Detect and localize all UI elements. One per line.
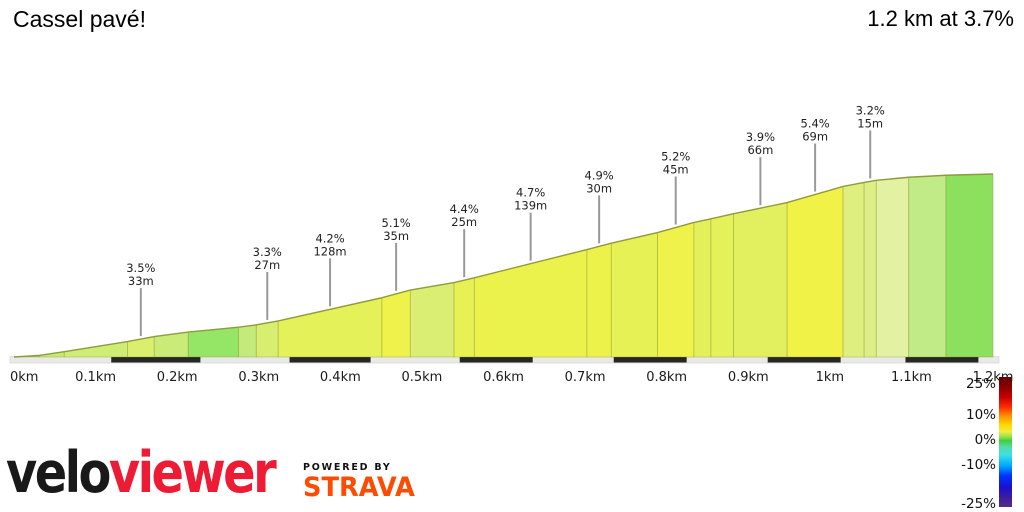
- powered-by-strava: POWERED BY STRAVA: [303, 462, 421, 501]
- profile-segment: [710, 213, 735, 358]
- profile-segment: [945, 173, 994, 358]
- profile-segment: [409, 282, 455, 358]
- veloviewer-logo-viewer: viewer: [108, 440, 277, 506]
- profile-segment: [63, 341, 128, 358]
- x-axis-tick-label: 0.2km: [157, 370, 198, 385]
- gradient-color-scale-bar: [999, 377, 1012, 507]
- profile-segment: [693, 218, 712, 358]
- x-axis-tick-label: 1.1km: [891, 370, 932, 385]
- segment-length-label: 25m: [451, 215, 477, 229]
- gradient-scale-label: -10%: [961, 457, 996, 473]
- segment-length-label: 15m: [857, 116, 883, 130]
- segment-length-label: 66m: [747, 143, 773, 157]
- profile-segment: [875, 176, 910, 358]
- x-axis-tick-label: 1km: [816, 370, 844, 385]
- gradient-scale-label: 0%: [974, 432, 996, 448]
- segment-length-label: 128m: [313, 244, 346, 258]
- x-axis-tick-label: 0.5km: [401, 370, 442, 385]
- pave-sector-bar: [111, 356, 201, 363]
- veloviewer-logo: veloviewer: [6, 440, 277, 506]
- climb-summary: 1.2 km at 3.7%: [867, 6, 1014, 31]
- profile-outline: [13, 173, 994, 358]
- profile-segment: [453, 277, 475, 358]
- segment-length-label: 27m: [254, 258, 280, 272]
- x-axis-tick-label: 0.6km: [483, 370, 524, 385]
- profile-segment: [733, 202, 788, 358]
- segment-length-label: 30m: [586, 181, 612, 195]
- pave-sector-bar: [767, 356, 841, 363]
- segment-length-label: 69m: [802, 130, 828, 144]
- x-axis-tick-label: 0.9km: [728, 370, 769, 385]
- x-axis-tick-label: 0.1km: [75, 370, 116, 385]
- gradient-scale-label: -25%: [961, 496, 996, 512]
- segment-gradient-label: 3.3%: [253, 245, 282, 259]
- segment-length-label: 45m: [663, 163, 689, 177]
- profile-segment: [863, 179, 877, 358]
- profile-segment: [786, 185, 844, 358]
- segment-gradient-label: 3.2%: [856, 103, 885, 117]
- profile-segment: [657, 221, 695, 358]
- x-axis-tick-label: 0.8km: [646, 370, 687, 385]
- profile-segment: [610, 232, 658, 358]
- profile-segment: [277, 297, 383, 358]
- segment-gradient-label: 3.9%: [746, 130, 775, 144]
- segment-gradient-label: 3.5%: [126, 261, 155, 275]
- pave-sector-bar: [459, 356, 533, 363]
- segment-gradient-label: 5.1%: [382, 216, 411, 230]
- segment-gradient-label: 4.9%: [585, 168, 614, 182]
- profile-segment: [238, 324, 257, 358]
- pave-sector-bar: [289, 356, 371, 363]
- segment-length-label: 139m: [514, 199, 547, 213]
- profile-segment: [586, 242, 612, 358]
- strava-logo: STRAVA: [303, 472, 415, 503]
- segment-gradient-label: 4.4%: [450, 202, 479, 216]
- x-axis-tick-label: 0.4km: [320, 370, 361, 385]
- segment-gradient-label: 5.2%: [661, 150, 690, 164]
- segment-gradient-label: 4.2%: [315, 231, 344, 245]
- profile-segment: [842, 181, 865, 358]
- profile-segment: [381, 289, 411, 358]
- profile-segment: [908, 174, 947, 358]
- segment-length-label: 33m: [128, 274, 154, 288]
- segment-gradient-label: 4.7%: [516, 186, 545, 200]
- segment-gradient-label: 5.4%: [801, 117, 830, 131]
- page-title: Cassel pavé!: [13, 6, 146, 32]
- x-axis-tick-label: 0.7km: [565, 370, 606, 385]
- gradient-scale-label: 25%: [965, 376, 996, 392]
- x-axis-tick-label: 0km: [10, 370, 38, 385]
- x-axis-tick-label: 0.3km: [238, 370, 279, 385]
- veloviewer-logo-velo: velo: [6, 440, 111, 506]
- powered-by-label: POWERED BY: [303, 462, 392, 473]
- profile-segment: [473, 249, 588, 358]
- segment-length-label: 35m: [383, 229, 409, 243]
- gradient-scale-label: 10%: [965, 407, 996, 423]
- pave-sector-bar: [905, 356, 979, 363]
- pave-sector-bar: [613, 356, 687, 363]
- profile-segment: [255, 320, 279, 358]
